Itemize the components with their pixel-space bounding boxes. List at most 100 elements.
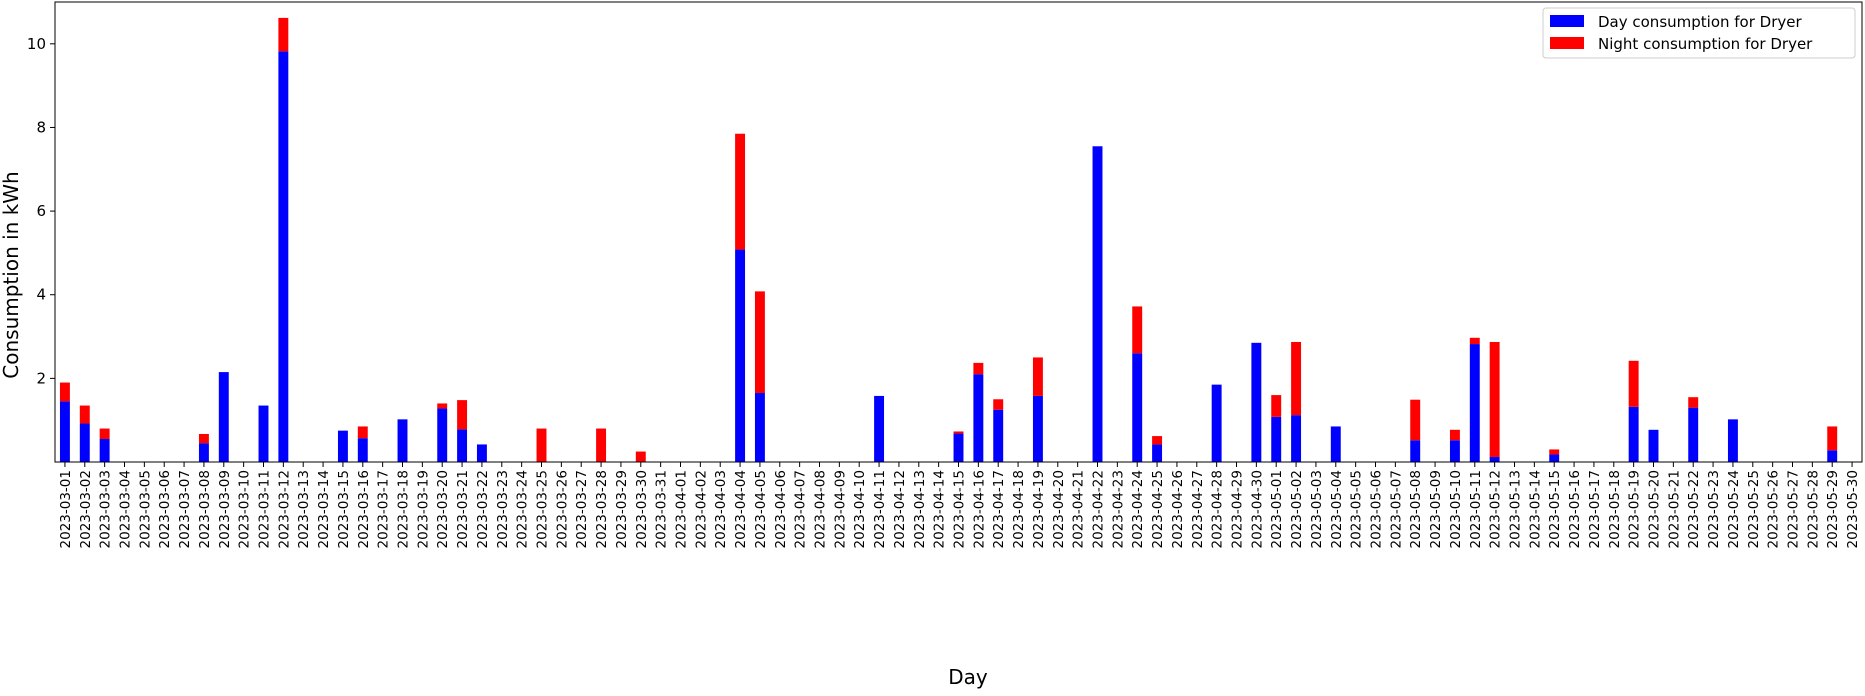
x-tick-label: 2023-04-27	[1190, 470, 1206, 548]
x-tick-label: 2023-03-28	[594, 470, 610, 548]
day-bar-2023-04-05	[754, 393, 765, 462]
x-tick-label: 2023-03-08	[197, 470, 213, 548]
day-bar-2023-03-08	[198, 443, 209, 462]
night-bar-2023-04-24	[1132, 306, 1143, 354]
night-bar-2023-03-20	[437, 403, 448, 409]
x-tick-label: 2023-03-30	[634, 470, 650, 548]
y-tick-label: 2	[36, 369, 46, 387]
y-tick-label: 10	[27, 35, 46, 53]
day-bar-2023-05-10	[1449, 440, 1460, 462]
night-bar-2023-05-29	[1827, 426, 1838, 451]
night-bar-2023-03-03	[99, 428, 110, 439]
x-tick-label: 2023-03-25	[535, 470, 551, 548]
day-bar-2023-04-28	[1211, 384, 1222, 462]
day-bar-2023-05-01	[1271, 416, 1282, 462]
x-tick-label: 2023-05-29	[1825, 470, 1841, 548]
x-tick-label: 2023-05-25	[1746, 470, 1762, 548]
x-tick-label: 2023-03-23	[495, 470, 511, 548]
x-tick-label: 2023-04-03	[713, 470, 729, 548]
x-tick-label: 2023-03-27	[574, 470, 590, 548]
x-tick-label: 2023-04-17	[991, 470, 1007, 548]
x-tick-label: 2023-03-06	[157, 470, 173, 548]
x-tick-label: 2023-04-02	[693, 470, 709, 548]
day-bar-2023-04-04	[735, 249, 746, 462]
x-tick-label: 2023-05-07	[1388, 470, 1404, 548]
x-tick-label: 2023-03-20	[435, 470, 451, 548]
x-tick-label: 2023-05-21	[1666, 470, 1682, 548]
x-tick-label: 2023-03-11	[257, 470, 273, 548]
x-tick-label: 2023-05-11	[1468, 470, 1484, 548]
y-tick-label: 8	[36, 118, 46, 136]
night-bar-2023-05-10	[1449, 429, 1460, 441]
night-bar-2023-03-08	[198, 433, 209, 444]
x-tick-label: 2023-03-07	[177, 470, 193, 548]
night-bar-2023-05-12	[1489, 341, 1500, 457]
x-tick-label: 2023-03-01	[58, 470, 74, 548]
x-tick-label: 2023-04-21	[1071, 470, 1087, 548]
day-bar-2023-03-12	[278, 51, 289, 462]
night-bar-2023-04-19	[1032, 357, 1043, 396]
day-bar-2023-04-16	[973, 374, 984, 462]
x-tick-label: 2023-04-13	[912, 470, 928, 548]
day-bar-2023-03-22	[476, 444, 487, 462]
day-bar-2023-05-29	[1827, 450, 1838, 462]
x-tick-label: 2023-03-21	[455, 470, 471, 548]
night-bar-2023-04-17	[993, 399, 1004, 410]
x-tick-label: 2023-05-01	[1269, 470, 1285, 548]
night-bar-2023-05-11	[1469, 337, 1480, 345]
x-tick-label: 2023-05-18	[1607, 470, 1623, 548]
x-tick-label: 2023-04-06	[773, 470, 789, 548]
x-tick-label: 2023-05-28	[1805, 470, 1821, 548]
x-tick-label: 2023-05-23	[1706, 470, 1722, 548]
x-tick-label: 2023-05-02	[1289, 470, 1305, 548]
x-tick-label: 2023-04-25	[1150, 470, 1166, 548]
day-bar-2023-05-04	[1330, 426, 1341, 462]
x-tick-label: 2023-04-04	[733, 470, 749, 548]
x-tick-label: 2023-05-15	[1547, 470, 1563, 548]
x-tick-label: 2023-04-16	[971, 470, 987, 548]
x-tick-label: 2023-05-20	[1647, 470, 1663, 548]
night-bar-2023-05-08	[1410, 399, 1421, 441]
night-bar-2023-03-02	[79, 405, 90, 424]
x-tick-label: 2023-03-24	[515, 470, 531, 548]
x-tick-label: 2023-03-26	[554, 470, 570, 548]
x-tick-label: 2023-03-05	[137, 470, 153, 548]
night-bar-2023-03-28	[596, 428, 607, 462]
day-bar-2023-03-16	[357, 438, 368, 462]
legend-frame	[1542, 7, 1856, 59]
x-tick-label: 2023-04-19	[1031, 470, 1047, 548]
x-tick-label: 2023-04-10	[852, 470, 868, 548]
day-bar-2023-03-18	[397, 419, 408, 462]
x-tick-label: 2023-04-15	[952, 470, 968, 548]
x-tick-label: 2023-03-10	[237, 470, 253, 548]
day-bar-2023-03-02	[79, 423, 90, 462]
x-tick-label: 2023-03-17	[376, 470, 392, 548]
day-bar-2023-04-17	[993, 409, 1004, 462]
x-tick-label: 2023-05-08	[1408, 470, 1424, 548]
x-tick-label: 2023-04-18	[1011, 470, 1027, 548]
night-bar-2023-04-25	[1152, 436, 1163, 445]
x-tick-label: 2023-05-17	[1587, 470, 1603, 548]
night-bar-2023-05-19	[1628, 360, 1639, 407]
y-axis-label: Consumption in kWh	[0, 171, 23, 378]
x-tick-label: 2023-04-22	[1091, 470, 1107, 548]
x-tick-label: 2023-03-18	[396, 470, 412, 548]
x-tick-label: 2023-03-12	[276, 470, 292, 548]
x-tick-label: 2023-03-16	[356, 470, 372, 548]
x-tick-label: 2023-03-04	[118, 470, 134, 548]
legend-label-day: Day consumption for Dryer	[1598, 13, 1802, 31]
x-tick-label: 2023-05-22	[1686, 470, 1702, 548]
day-bar-2023-05-22	[1688, 407, 1699, 462]
day-bar-2023-05-02	[1291, 415, 1302, 462]
day-bar-2023-03-11	[258, 405, 269, 462]
x-tick-label: 2023-04-12	[892, 470, 908, 548]
day-bar-2023-04-15	[953, 433, 964, 462]
y-tick-label: 4	[36, 286, 46, 304]
day-bar-2023-04-11	[874, 395, 885, 462]
x-tick-label: 2023-05-30	[1845, 470, 1861, 548]
day-bar-2023-05-08	[1410, 440, 1421, 462]
night-bar-2023-04-16	[973, 362, 984, 375]
x-tick-label: 2023-05-10	[1448, 470, 1464, 548]
